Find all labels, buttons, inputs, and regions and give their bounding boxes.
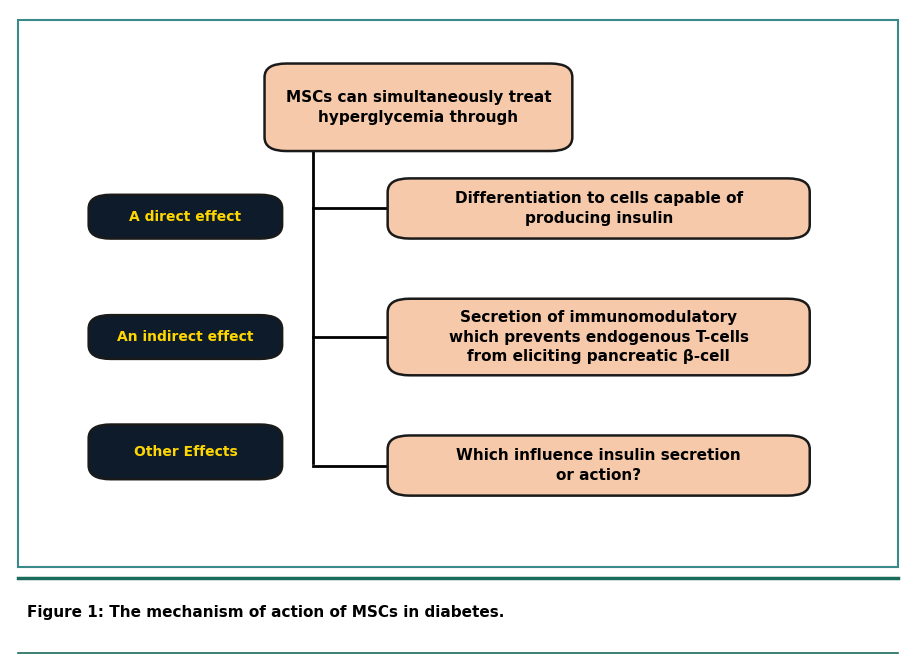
FancyBboxPatch shape — [387, 179, 810, 239]
Text: Which influence insulin secretion
or action?: Which influence insulin secretion or act… — [456, 448, 741, 483]
FancyBboxPatch shape — [89, 195, 282, 239]
Text: Differentiation to cells capable of
producing insulin: Differentiation to cells capable of prod… — [454, 191, 743, 226]
Text: A direct effect: A direct effect — [129, 210, 242, 223]
Text: MSCs can simultaneously treat
hyperglycemia through: MSCs can simultaneously treat hyperglyce… — [286, 90, 551, 125]
FancyBboxPatch shape — [387, 436, 810, 496]
Text: Figure 1: The mechanism of action of MSCs in diabetes.: Figure 1: The mechanism of action of MSC… — [27, 606, 505, 620]
Text: Secretion of immunomodulatory
which prevents endogenous T-cells
from eliciting p: Secretion of immunomodulatory which prev… — [449, 310, 748, 364]
FancyBboxPatch shape — [265, 63, 572, 151]
FancyBboxPatch shape — [89, 315, 282, 359]
FancyBboxPatch shape — [89, 424, 282, 479]
FancyBboxPatch shape — [387, 299, 810, 376]
Text: An indirect effect: An indirect effect — [117, 330, 254, 344]
Text: Other Effects: Other Effects — [134, 445, 237, 459]
